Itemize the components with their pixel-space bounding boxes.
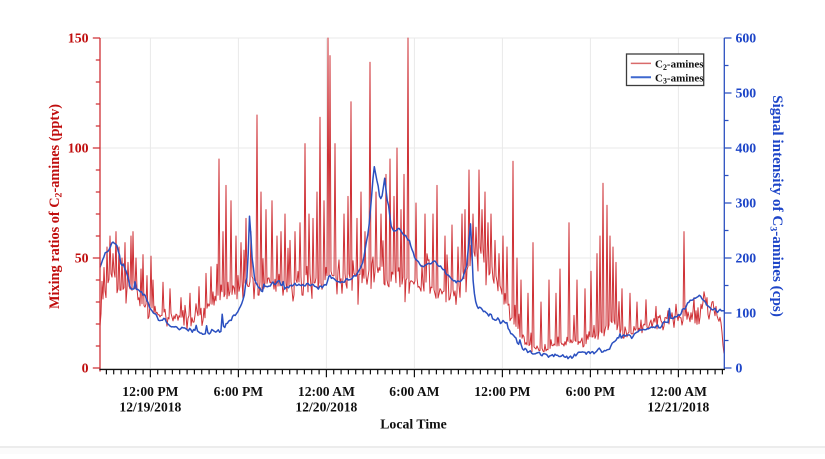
svg-text:12/20/2018: 12/20/2018 xyxy=(295,400,357,415)
svg-text:12/21/2018: 12/21/2018 xyxy=(647,400,709,415)
svg-text:100: 100 xyxy=(736,306,757,321)
svg-text:12:00 PM: 12:00 PM xyxy=(474,384,530,399)
svg-text:12:00 AM: 12:00 AM xyxy=(650,384,707,399)
svg-text:12:00 AM: 12:00 AM xyxy=(298,384,355,399)
svg-text:12:00 PM: 12:00 PM xyxy=(122,384,178,399)
svg-text:50: 50 xyxy=(75,251,89,266)
svg-text:500: 500 xyxy=(736,86,757,101)
svg-text:C2-amines: C2-amines xyxy=(655,59,704,72)
svg-text:300: 300 xyxy=(736,196,757,211)
svg-text:6:00 PM: 6:00 PM xyxy=(566,384,616,399)
svg-text:400: 400 xyxy=(736,141,757,156)
svg-text:Signal intensity of C3-amines: Signal intensity of C3-amines (cps) xyxy=(767,95,786,317)
svg-text:Mixing ratios of C2-amines (pp: Mixing ratios of C2-amines (pptv) xyxy=(47,104,65,309)
svg-text:12/19/2018: 12/19/2018 xyxy=(119,400,181,415)
svg-text:C3-amines: C3-amines xyxy=(655,72,704,85)
svg-text:150: 150 xyxy=(68,31,89,46)
svg-text:0: 0 xyxy=(736,361,743,376)
svg-text:6:00 AM: 6:00 AM xyxy=(389,384,439,399)
svg-text:600: 600 xyxy=(736,31,757,46)
svg-text:200: 200 xyxy=(736,251,757,266)
svg-text:0: 0 xyxy=(82,361,89,376)
svg-text:6:00 PM: 6:00 PM xyxy=(214,384,264,399)
svg-text:100: 100 xyxy=(68,141,89,156)
svg-text:Local Time: Local Time xyxy=(380,417,447,432)
